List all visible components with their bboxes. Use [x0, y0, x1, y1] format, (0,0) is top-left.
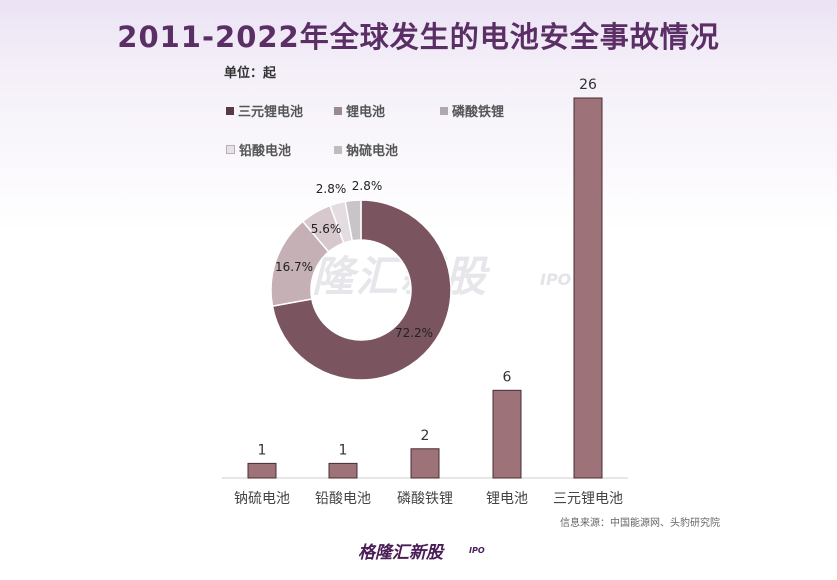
legend-item-lead-acid: 铅酸电池	[226, 140, 291, 159]
footer-logo: 格隆汇新股	[358, 543, 443, 563]
bar-value-label-1: 1	[339, 442, 348, 458]
legend-item-lfp: 磷酸铁锂	[440, 101, 504, 120]
x-tick-label-1: 铅酸电池	[315, 491, 371, 507]
bar-4	[573, 97, 603, 479]
legend-item-lithium: 锂电池	[334, 101, 385, 120]
donut-value-label-2: 5.6%	[311, 222, 342, 236]
donut-value-label-3: 2.8%	[316, 182, 347, 196]
chart-title: 2011-2022年全球发生的电池安全事故情况	[117, 20, 720, 54]
x-tick-label-4: 三元锂电池	[553, 491, 623, 507]
x-tick-label-0: 钠硫电池	[234, 491, 290, 507]
legend-label-lead-acid: 铅酸电池	[239, 144, 292, 159]
bar-value-label-4: 26	[579, 77, 597, 93]
bar-3	[492, 389, 522, 479]
legend-label-sodium-sulfur: 钠硫电池	[346, 144, 399, 159]
x-tick-label-3: 锂电池	[486, 491, 528, 507]
legend-swatch-sodium-sulfur	[334, 145, 342, 154]
footer-logo-sub: IPO	[469, 546, 485, 555]
legend-item-ternary: 三元锂电池	[226, 101, 303, 120]
donut-slice-4	[344, 199, 362, 242]
legend-label-lithium: 锂电池	[346, 105, 386, 120]
legend-item-sodium-sulfur: 钠硫电池	[334, 140, 398, 159]
donut-slice-0	[271, 199, 452, 381]
bar-2	[410, 448, 440, 479]
source-note: 信息来源：中国能源网、头豹研究院	[560, 518, 720, 529]
legend-swatch-ternary	[226, 106, 234, 115]
bar-value-label-3: 6	[503, 369, 512, 385]
legend-swatch-lfp	[440, 106, 448, 115]
legend-label-lfp: 磷酸铁锂	[452, 105, 505, 120]
donut-value-label-0: 72.2%	[395, 326, 433, 340]
bar-value-label-0: 1	[258, 442, 267, 458]
bar-1	[328, 462, 358, 479]
legend-swatch-lithium	[334, 106, 342, 115]
donut-value-label-4: 2.8%	[352, 179, 383, 193]
bar-0	[247, 462, 277, 479]
donut-value-label-1: 16.7%	[275, 260, 313, 274]
bar-value-label-2: 2	[421, 428, 430, 444]
legend-swatch-lead-acid	[226, 145, 235, 154]
watermark-sub: IPO	[540, 270, 572, 289]
unit-label: 单位：起	[224, 66, 277, 81]
legend-label-ternary: 三元锂电池	[238, 105, 304, 120]
x-tick-label-2: 磷酸铁锂	[397, 491, 453, 507]
